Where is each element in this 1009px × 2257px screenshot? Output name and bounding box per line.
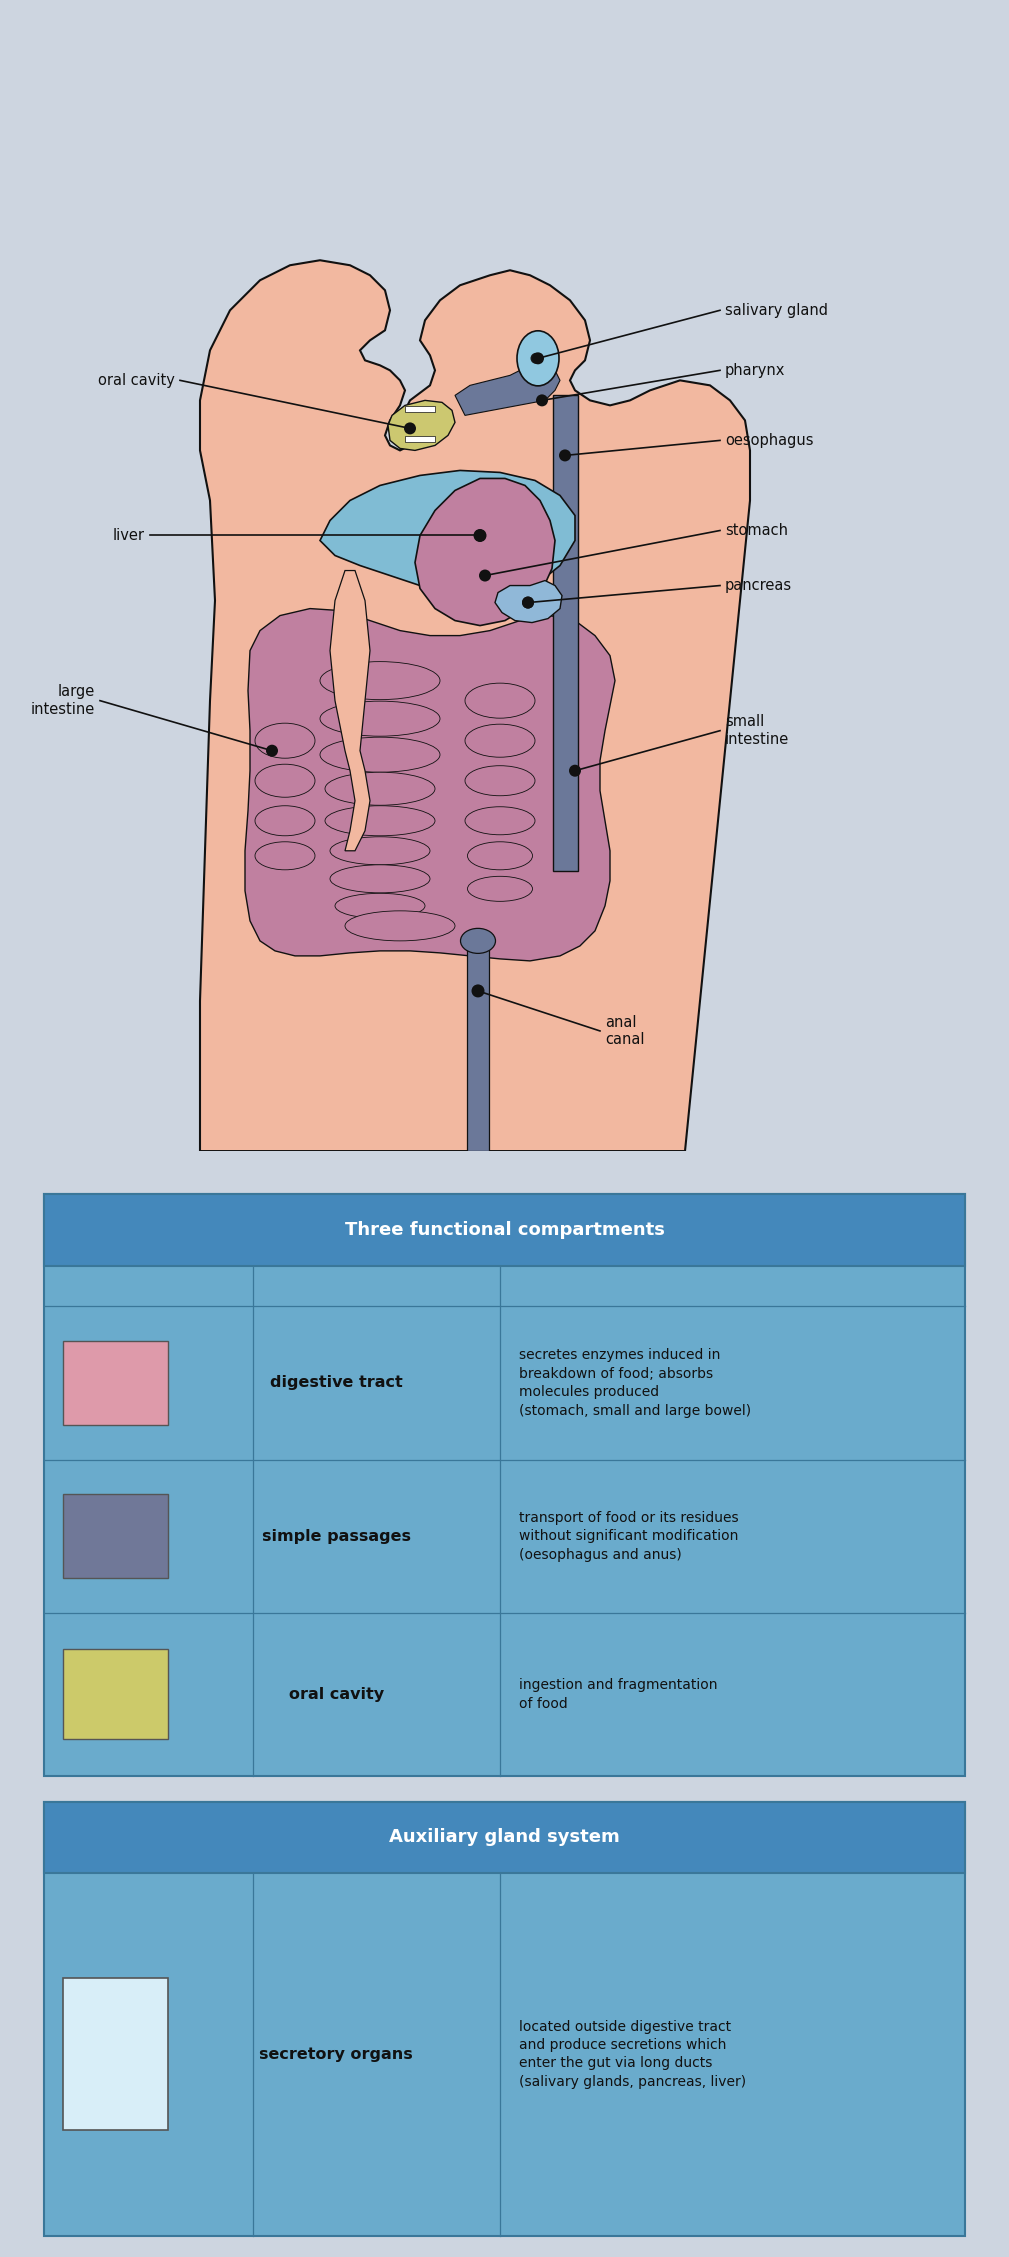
Ellipse shape [517,332,559,386]
Ellipse shape [255,722,315,758]
Polygon shape [415,478,555,625]
Bar [405,436,435,442]
Ellipse shape [465,724,535,756]
Ellipse shape [465,806,535,835]
Bar [64,1341,167,1424]
Circle shape [404,422,416,433]
Text: liver: liver [113,528,145,544]
Text: pancreas: pancreas [725,578,792,594]
Text: oral cavity: oral cavity [98,372,175,388]
Bar [467,941,489,1151]
Bar [44,1801,965,2234]
Circle shape [473,528,486,542]
Text: stomach: stomach [725,524,788,537]
Text: simple passages: simple passages [261,1528,411,1544]
Ellipse shape [465,684,535,718]
Ellipse shape [330,864,430,894]
Circle shape [472,984,484,998]
Ellipse shape [320,738,440,772]
Circle shape [536,395,548,406]
Circle shape [559,449,571,460]
Ellipse shape [335,894,425,919]
Ellipse shape [460,928,495,952]
Text: transport of food or its residues
without significant modification
(oesophagus a: transport of food or its residues withou… [519,1510,739,1562]
Polygon shape [455,366,560,415]
Ellipse shape [325,772,435,806]
Circle shape [479,569,491,582]
Text: large
intestine: large intestine [30,684,95,718]
Bar [44,1194,965,1776]
Circle shape [471,984,484,998]
Circle shape [569,765,581,776]
Bar [553,395,577,871]
Ellipse shape [465,765,535,797]
Circle shape [474,530,486,542]
Polygon shape [245,609,615,961]
Polygon shape [200,260,750,1151]
Bar [64,1650,167,1740]
Polygon shape [495,580,562,623]
Bar [405,406,435,413]
Ellipse shape [330,837,430,864]
Bar [64,1494,167,1578]
Ellipse shape [255,842,315,869]
Polygon shape [388,399,455,451]
Ellipse shape [345,912,455,941]
Bar [64,1977,167,2131]
Ellipse shape [467,842,533,869]
Ellipse shape [320,702,440,736]
Circle shape [532,352,544,363]
Circle shape [266,745,278,756]
Ellipse shape [255,806,315,835]
Text: Three functional compartments: Three functional compartments [344,1221,665,1239]
Text: salivary gland: salivary gland [725,302,828,318]
Ellipse shape [320,661,440,700]
Text: anal
canal: anal canal [605,1016,645,1047]
Text: oral cavity: oral cavity [289,1686,383,1702]
Polygon shape [320,469,575,600]
Text: secretes enzymes induced in
breakdown of food; absorbs
molecules produced
(stoma: secretes enzymes induced in breakdown of… [519,1347,751,1417]
Circle shape [522,596,534,609]
Bar [44,1194,965,1266]
Text: pharynx: pharynx [725,363,785,377]
Ellipse shape [255,765,315,797]
Circle shape [531,352,542,363]
Text: oesophagus: oesophagus [725,433,813,447]
Ellipse shape [467,876,533,901]
Text: Auxiliary gland system: Auxiliary gland system [389,1828,620,1846]
Text: secretory organs: secretory organs [259,2047,413,2063]
Circle shape [522,596,534,609]
Text: digestive tract: digestive tract [269,1375,403,1390]
Text: located outside digestive tract
and produce secretions which
enter the gut via l: located outside digestive tract and prod… [519,2020,746,2090]
Ellipse shape [325,806,435,835]
Text: ingestion and fragmentation
of food: ingestion and fragmentation of food [519,1679,717,1711]
Text: small
intestine: small intestine [725,715,789,747]
Polygon shape [330,571,370,851]
Bar [44,1801,965,1873]
